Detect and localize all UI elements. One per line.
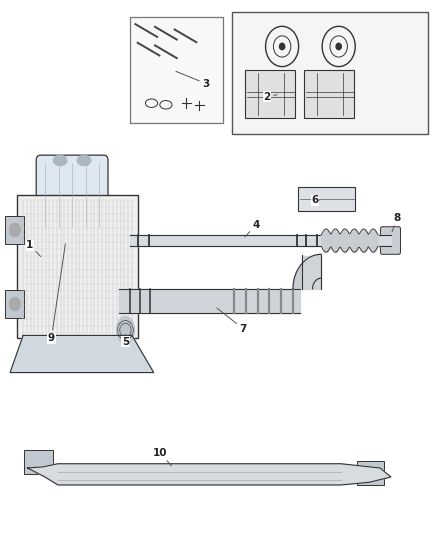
- FancyBboxPatch shape: [245, 70, 295, 118]
- FancyBboxPatch shape: [5, 290, 25, 318]
- Ellipse shape: [116, 317, 134, 344]
- Text: 7: 7: [217, 308, 247, 334]
- FancyBboxPatch shape: [5, 216, 25, 244]
- FancyBboxPatch shape: [304, 70, 354, 118]
- Circle shape: [279, 43, 285, 50]
- Text: 8: 8: [392, 213, 401, 232]
- Text: 4: 4: [245, 220, 260, 237]
- FancyBboxPatch shape: [130, 17, 223, 123]
- FancyBboxPatch shape: [298, 188, 355, 211]
- Text: 9: 9: [48, 244, 65, 343]
- Ellipse shape: [77, 155, 91, 166]
- FancyBboxPatch shape: [232, 12, 428, 134]
- Text: 10: 10: [153, 448, 171, 466]
- FancyBboxPatch shape: [357, 461, 384, 486]
- FancyBboxPatch shape: [24, 450, 53, 474]
- Circle shape: [9, 223, 21, 237]
- Circle shape: [336, 43, 341, 50]
- FancyBboxPatch shape: [36, 155, 108, 237]
- Text: 6: 6: [311, 195, 319, 205]
- Circle shape: [9, 297, 21, 311]
- FancyBboxPatch shape: [35, 222, 110, 249]
- Polygon shape: [293, 254, 321, 289]
- Text: 1: 1: [26, 240, 41, 256]
- Text: 3: 3: [176, 71, 209, 88]
- Ellipse shape: [53, 155, 67, 166]
- FancyBboxPatch shape: [381, 227, 400, 254]
- Polygon shape: [28, 464, 391, 485]
- FancyBboxPatch shape: [17, 195, 138, 338]
- Text: 5: 5: [122, 334, 129, 347]
- Text: 2: 2: [263, 92, 277, 102]
- Polygon shape: [10, 335, 154, 373]
